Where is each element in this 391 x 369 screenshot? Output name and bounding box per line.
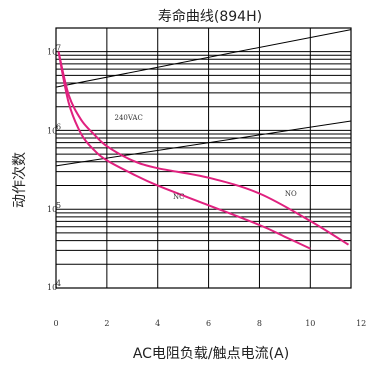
x-tick-label-4: 4 [155,319,160,328]
x-tick-label-12: 12 [356,319,366,328]
reference-lines [55,29,352,167]
y-tick-label-1e5: 10 [47,205,57,214]
y-tick-exponent-6: 6 [56,122,61,131]
annotation-no: NO [285,190,297,198]
plot-frame [55,27,352,289]
x-tick-label-2: 2 [104,319,109,328]
y-tick-label-1e7: 10 [47,48,57,57]
curve-nc [57,51,311,250]
x-tick-label-6: 6 [206,319,211,328]
reference-line-1 [55,29,352,88]
chart-annotations: 240VAC NC NO [114,114,297,201]
y-tick-exponent-7: 7 [56,44,61,53]
reference-line-2 [55,120,352,167]
y-tick-exponent-5: 5 [56,201,61,210]
curve-no [57,51,350,246]
x-tick-label-10: 10 [305,319,315,328]
y-tick-exponent-4: 4 [56,279,61,288]
annotation-240vac: 240VAC [114,114,142,122]
annotation-nc: NC [173,193,184,201]
y-axis-title: 动作次数 [12,152,28,208]
x-axis-title: AC电阻负载/触点电流(A) [133,346,289,362]
chart-grid [56,28,351,288]
y-tick-label-1e4: 10 [47,283,57,292]
x-tick-label-8: 8 [257,319,262,328]
y-tick-label-1e6: 10 [47,126,57,135]
x-tick-labels: 0 2 4 6 8 10 12 [53,319,366,328]
chart-title: 寿命曲线(894H) [158,8,262,25]
x-tick-label-0: 0 [53,319,58,328]
life-curves [57,51,350,250]
